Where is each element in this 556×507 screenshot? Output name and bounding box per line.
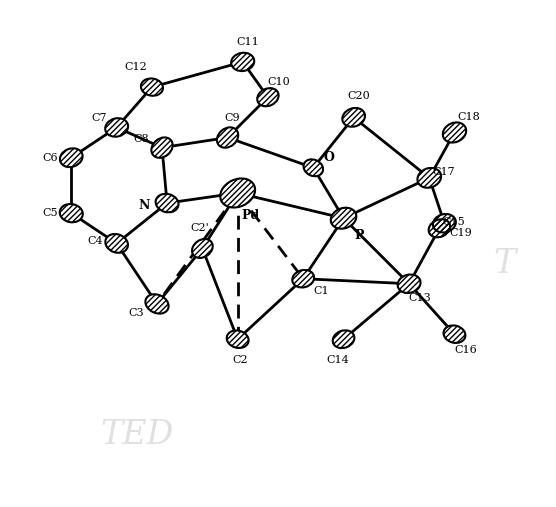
Text: C7: C7: [91, 114, 107, 123]
Ellipse shape: [292, 270, 314, 287]
Text: C13: C13: [409, 293, 431, 303]
Ellipse shape: [304, 159, 323, 176]
Ellipse shape: [231, 53, 254, 71]
Ellipse shape: [156, 194, 178, 212]
Ellipse shape: [60, 148, 83, 167]
Text: T: T: [494, 247, 516, 279]
Ellipse shape: [217, 127, 238, 148]
Ellipse shape: [433, 214, 456, 233]
Ellipse shape: [332, 331, 354, 348]
Text: C10: C10: [267, 77, 290, 87]
Text: C1: C1: [313, 286, 329, 296]
Ellipse shape: [342, 108, 365, 127]
Text: TED: TED: [100, 419, 173, 451]
Text: N: N: [138, 199, 150, 212]
Ellipse shape: [151, 137, 173, 158]
Text: C2': C2': [191, 223, 209, 233]
Ellipse shape: [105, 234, 128, 253]
Text: O: O: [324, 151, 335, 164]
Ellipse shape: [141, 79, 163, 96]
Text: C17: C17: [432, 167, 455, 177]
Text: C16: C16: [454, 345, 477, 355]
Text: C5: C5: [42, 208, 58, 218]
Text: P: P: [354, 229, 364, 242]
Text: C8: C8: [133, 133, 148, 143]
Ellipse shape: [444, 325, 465, 343]
Text: C19: C19: [449, 228, 472, 238]
Ellipse shape: [257, 88, 279, 106]
Text: C9: C9: [225, 114, 240, 123]
Ellipse shape: [331, 208, 356, 229]
Text: C6: C6: [42, 153, 58, 163]
Ellipse shape: [443, 122, 466, 142]
Ellipse shape: [220, 178, 255, 207]
Text: C11: C11: [236, 37, 259, 47]
Ellipse shape: [418, 168, 441, 188]
Ellipse shape: [398, 274, 420, 293]
Ellipse shape: [227, 331, 249, 348]
Text: Pd: Pd: [241, 209, 260, 222]
Text: C3: C3: [128, 308, 143, 318]
Text: C12: C12: [125, 62, 147, 72]
Text: C15: C15: [442, 217, 465, 227]
Ellipse shape: [429, 219, 450, 237]
Ellipse shape: [192, 239, 213, 258]
Text: C14: C14: [326, 355, 349, 366]
Text: C18: C18: [457, 113, 480, 122]
Text: C2: C2: [232, 355, 248, 366]
Ellipse shape: [105, 118, 128, 137]
Text: C4: C4: [88, 236, 103, 246]
Ellipse shape: [59, 204, 83, 223]
Ellipse shape: [145, 294, 168, 314]
Text: C20: C20: [348, 91, 370, 101]
